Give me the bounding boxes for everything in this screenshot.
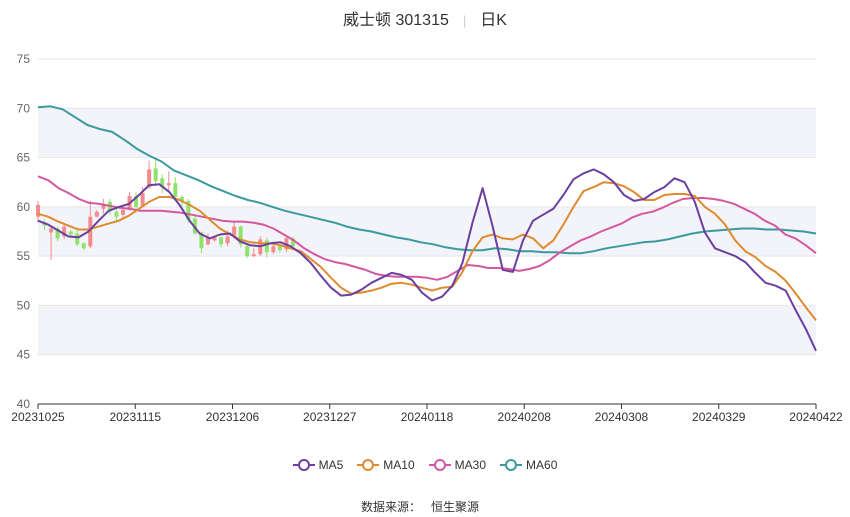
grid-band xyxy=(38,354,816,404)
candle-body xyxy=(101,203,106,209)
candle-body xyxy=(49,228,54,233)
candle-body xyxy=(212,237,217,241)
grid-band xyxy=(38,305,816,355)
legend-ma60[interactable]: MA60 xyxy=(500,458,557,472)
y-tick-label: 40 xyxy=(17,397,31,411)
legend-ma10[interactable]: MA10 xyxy=(357,458,415,472)
candle-body xyxy=(277,246,282,251)
x-tick-label: 20240208 xyxy=(498,410,552,424)
candle-body xyxy=(199,232,204,249)
candle-body xyxy=(225,236,230,244)
candle-body xyxy=(140,193,145,206)
x-tick-label: 20231115 xyxy=(109,410,161,424)
candle-body xyxy=(173,183,178,197)
y-tick-label: 60 xyxy=(17,200,31,214)
candle-body xyxy=(290,238,295,247)
grid-band xyxy=(38,206,816,257)
grid-band xyxy=(38,256,816,306)
y-tick-label: 70 xyxy=(17,101,31,115)
candle-body xyxy=(68,231,73,235)
candle-body xyxy=(147,169,152,188)
y-tick-label: 65 xyxy=(17,151,31,165)
x-tick-label: 20231227 xyxy=(303,410,357,424)
candle-body xyxy=(179,197,184,201)
legend-ma5-icon xyxy=(292,459,315,471)
candle-body xyxy=(120,209,125,215)
candle-body xyxy=(205,237,210,245)
title-separator: | xyxy=(462,13,467,28)
period-label: 日K xyxy=(480,12,507,29)
legend-ma60-label: MA60 xyxy=(526,458,558,472)
grid-band xyxy=(38,108,816,158)
legend-ma5[interactable]: MA5 xyxy=(292,458,344,472)
candle-body xyxy=(160,178,165,188)
stock-name: 威士顿 301315 xyxy=(343,12,449,29)
data-source: 数据来源： 恒生聚源 xyxy=(0,498,850,515)
legend-ma10-label: MA10 xyxy=(383,458,415,472)
line-ma10 xyxy=(37,181,817,321)
line-ma30 xyxy=(37,175,817,281)
y-tick-label: 55 xyxy=(17,249,31,263)
source-label: 数据来源： xyxy=(360,500,421,514)
candle-body xyxy=(264,240,269,253)
candle-body xyxy=(81,243,86,249)
candle-body xyxy=(153,168,158,182)
candle-body xyxy=(62,226,67,237)
line-ma5 xyxy=(37,168,817,352)
candle-body xyxy=(75,233,80,245)
y-tick-label: 50 xyxy=(17,298,31,312)
candle-body xyxy=(36,204,40,217)
candle-body xyxy=(166,183,171,186)
source-value: 恒生聚源 xyxy=(431,500,480,514)
legend: MA5 MA10 MA30 MA60 xyxy=(0,458,850,472)
candle-body xyxy=(114,211,119,217)
candle-body xyxy=(219,237,224,245)
legend-ma30-icon xyxy=(428,459,451,471)
candle-body xyxy=(94,211,99,217)
x-tick-label: 20240308 xyxy=(595,410,649,424)
legend-ma10-icon xyxy=(357,459,380,471)
x-tick-label: 20231206 xyxy=(206,410,260,424)
candle-body xyxy=(238,226,243,245)
candle-body xyxy=(251,254,256,257)
x-tick-label: 20231025 xyxy=(11,410,65,424)
candle-body xyxy=(55,228,60,239)
grid-band xyxy=(38,59,816,109)
candle-body xyxy=(271,246,276,253)
candle-body xyxy=(88,216,93,247)
candle-body xyxy=(186,200,191,220)
candle-body xyxy=(134,196,139,207)
line-ma60 xyxy=(37,105,817,255)
y-tick-label: 45 xyxy=(17,348,31,362)
candle-body xyxy=(232,226,237,236)
legend-ma5-label: MA5 xyxy=(318,458,344,472)
x-tick-label: 20240329 xyxy=(692,410,746,424)
x-tick-label: 20240422 xyxy=(789,410,843,424)
legend-ma60-icon xyxy=(500,459,523,471)
chart-title: 威士顿 301315 | 日K xyxy=(0,6,850,30)
x-tick-label: 20240118 xyxy=(401,410,454,424)
legend-ma30-label: MA30 xyxy=(454,458,487,472)
legend-ma30[interactable]: MA30 xyxy=(428,458,487,472)
candle-body xyxy=(245,246,250,257)
y-tick-label: 75 xyxy=(17,52,31,66)
